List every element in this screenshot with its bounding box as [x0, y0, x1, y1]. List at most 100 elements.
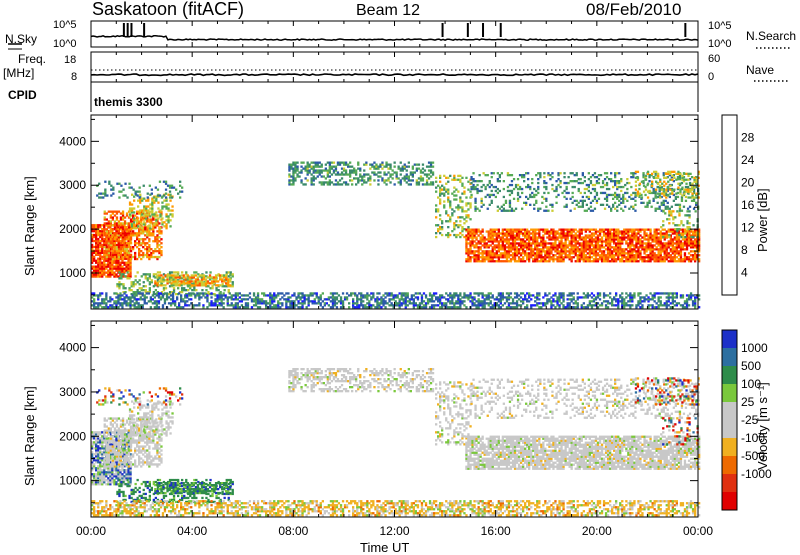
power-cell [539, 172, 541, 174]
power-cell [490, 229, 492, 231]
power-cell [147, 225, 149, 227]
power-cell [550, 252, 552, 254]
power-cell [643, 229, 645, 231]
power-cell [119, 292, 121, 294]
power-cell [247, 304, 249, 306]
power-cell [101, 292, 103, 294]
power-cell [202, 294, 204, 296]
power-cell [445, 234, 447, 236]
power-cell [329, 168, 331, 170]
power-cell [647, 240, 649, 242]
power-cell [506, 234, 508, 236]
power-cell [331, 181, 333, 183]
power-cell [689, 206, 691, 208]
power-cell [627, 236, 629, 238]
power-cell [647, 171, 649, 173]
power-cell [105, 272, 107, 274]
power-cell [449, 200, 451, 202]
power-cell [679, 178, 681, 180]
power-cell [575, 242, 577, 244]
power-cell [652, 240, 654, 242]
power-cell [232, 283, 234, 285]
power-cell [665, 177, 667, 179]
power-cell [556, 256, 558, 258]
power-cell [126, 230, 128, 232]
power-cell [169, 271, 171, 273]
power-cell [601, 240, 603, 242]
power-cell [629, 252, 631, 254]
power-cell [164, 284, 166, 286]
power-cell [120, 234, 122, 236]
power-cell [508, 229, 510, 231]
power-cell [623, 248, 625, 250]
power-cell [126, 238, 128, 240]
power-cell [449, 216, 451, 218]
power-cell [210, 300, 212, 302]
power-cell [208, 304, 210, 306]
power-cell [645, 244, 647, 246]
power-cell [215, 280, 217, 282]
power-cell [184, 302, 186, 304]
power-cell [522, 234, 524, 236]
power-cell [289, 302, 291, 304]
power-cell [455, 224, 457, 226]
power-cell [611, 229, 613, 231]
power-cell [134, 256, 136, 258]
power-cell [321, 166, 323, 168]
power-cell [145, 277, 147, 279]
power-cell [261, 300, 263, 302]
power-cell [147, 196, 149, 198]
power-cell [675, 173, 677, 175]
power-cell [148, 256, 150, 258]
power-cell [596, 180, 598, 182]
power-cell [143, 198, 145, 200]
power-cell [666, 244, 668, 246]
power-cell [540, 250, 542, 252]
power-cell [680, 260, 682, 262]
power-cell [656, 234, 658, 236]
power-cell [118, 277, 120, 279]
power-cell [613, 246, 615, 248]
power-cell [221, 304, 223, 306]
power-cell [566, 182, 568, 184]
power-cell [148, 258, 150, 260]
power-cell [154, 296, 156, 298]
power-cell [178, 302, 180, 304]
power-cell [412, 175, 414, 177]
power-cell [490, 250, 492, 252]
power-cell [163, 225, 165, 227]
power-cell [235, 304, 237, 306]
power-cell [158, 232, 160, 234]
power-cell [658, 260, 660, 262]
power-cell [150, 256, 152, 258]
power-cell [633, 250, 635, 252]
power-cell [471, 242, 473, 244]
power-cell [227, 304, 229, 306]
power-cell [613, 254, 615, 256]
power-cell [543, 192, 545, 194]
power-cell [607, 250, 609, 252]
power-cell [128, 287, 130, 289]
power-cell [117, 296, 119, 298]
power-cell [150, 218, 152, 220]
power-cell [467, 226, 469, 228]
power-cell [160, 238, 162, 240]
power-cell [571, 258, 573, 260]
power-cell [402, 166, 404, 168]
power-cell [567, 250, 569, 252]
power-cell [526, 232, 528, 234]
power-cell [508, 252, 510, 254]
power-cell [186, 294, 188, 296]
power-cell [142, 232, 144, 234]
power-cell [670, 229, 672, 231]
power-cell [680, 220, 682, 222]
power-cell [506, 240, 508, 242]
power-cell [329, 175, 331, 177]
power-cell [471, 236, 473, 238]
power-cell [104, 181, 106, 183]
power-cell [269, 302, 271, 304]
power-cell [491, 194, 493, 196]
power-cell [127, 304, 129, 306]
power-cell [550, 258, 552, 260]
power-cell [514, 240, 516, 242]
